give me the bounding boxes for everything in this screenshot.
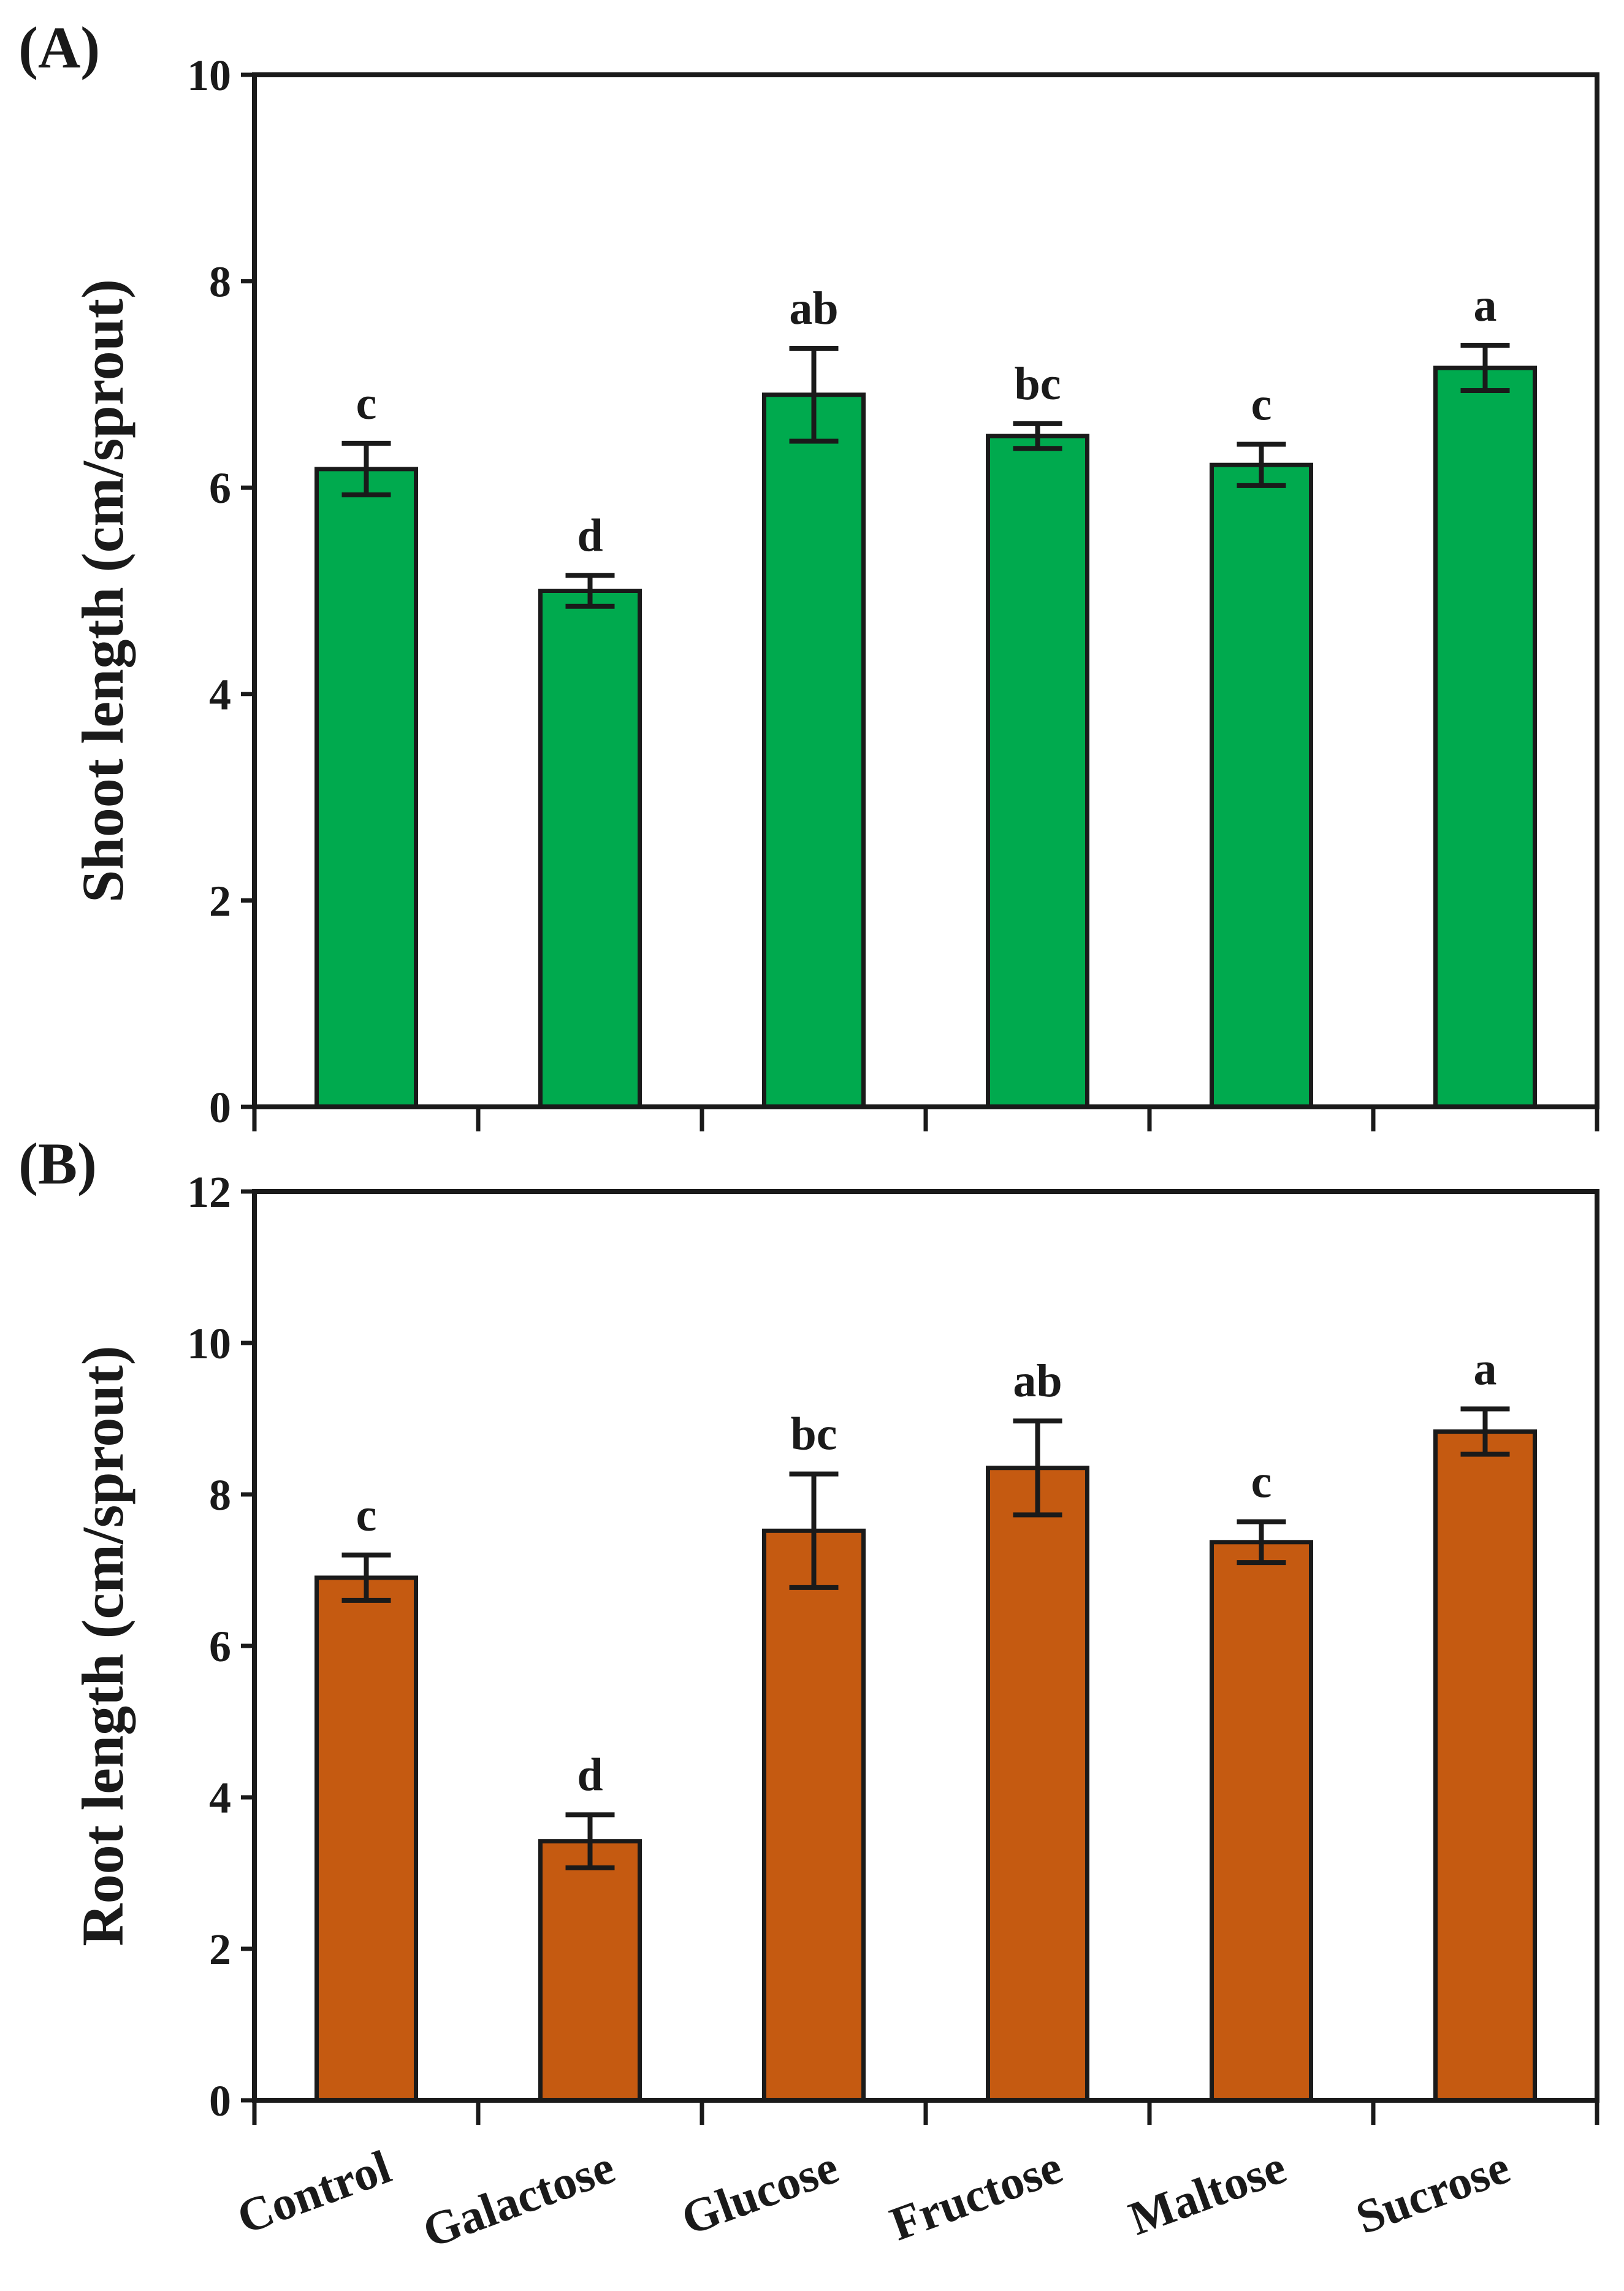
error-bar [1460, 1406, 1510, 1457]
error-bar [789, 345, 839, 444]
error-bar [1237, 1519, 1286, 1566]
y-tick-label: 0 [209, 2076, 231, 2125]
significance-label: a [1474, 1343, 1497, 1394]
significance-label: a [1474, 280, 1497, 331]
significance-label: ab [789, 283, 838, 334]
error-bar [1013, 1418, 1062, 1518]
significance-label: ab [1013, 1355, 1062, 1407]
error-bar [341, 1552, 391, 1603]
significance-label: d [577, 510, 603, 561]
root-length-panel: (B) Root length (cm/sprout) 0 2 4 6 8 10 12 c Cont… [18, 1131, 1599, 2258]
bar-sucrose [1433, 1429, 1537, 2103]
bar-glucose [762, 1528, 866, 2103]
significance-label: c [1251, 1456, 1272, 1507]
significance-label: d [577, 1749, 603, 1800]
bar-galactose [538, 1839, 642, 2103]
y-tick-label: 10 [187, 51, 231, 100]
bar-galactose [538, 589, 642, 1109]
error-bar [341, 440, 391, 497]
plot-frame [252, 72, 1599, 1109]
error-bar [565, 573, 615, 609]
y-tick-label: 2 [209, 1925, 231, 1974]
y-tick-label: 6 [209, 464, 231, 513]
category-label: Control [231, 2140, 398, 2244]
y-tick-label: 10 [187, 1319, 231, 1368]
category-label: Galactose [416, 2140, 621, 2258]
significance-label: bc [1015, 358, 1061, 410]
bar-fructose [986, 434, 1089, 1109]
y-tick-label: 4 [209, 1773, 231, 1822]
bar-control [315, 467, 418, 1109]
plot-frame [252, 1189, 1599, 2103]
y-tick-label: 4 [209, 670, 231, 719]
category-label: Fructose [883, 2140, 1069, 2251]
panel-label: (B) [18, 1131, 97, 1196]
category-label: Sucrose [1349, 2140, 1517, 2244]
y-tick-label: 8 [209, 1471, 231, 1520]
error-bar [565, 1812, 615, 1870]
bar-glucose [762, 392, 866, 1109]
y-axis-title: Root length (cm/sprout) [70, 1345, 135, 1946]
y-tick-label: 0 [209, 1083, 231, 1132]
y-tick-label: 8 [209, 258, 231, 307]
error-bar [1460, 342, 1510, 393]
error-bar [1013, 421, 1062, 451]
shoot-length-panel: (A) Shoot length (cm/sprout) 0 2 4 6 8 10 c d ab bc… [18, 15, 1599, 1132]
significance-label: c [356, 1490, 377, 1541]
bar-control [315, 1575, 418, 2103]
bar-sucrose [1433, 365, 1537, 1109]
y-tick-label: 12 [187, 1168, 231, 1217]
significance-label: c [356, 378, 377, 429]
panel-label: (A) [18, 15, 100, 80]
bar-maltose [1210, 462, 1313, 1109]
significance-label: c [1251, 379, 1272, 430]
bar-fructose [986, 1466, 1089, 2103]
y-tick-label: 2 [209, 876, 231, 925]
significance-label: bc [791, 1409, 837, 1460]
error-bar [789, 1471, 839, 1590]
bar-maltose [1210, 1540, 1313, 2103]
error-bar [1237, 442, 1286, 488]
category-label: Glucose [674, 2140, 845, 2245]
category-label: Maltose [1122, 2140, 1292, 2245]
y-axis-title: Shoot length (cm/sprout) [70, 279, 135, 903]
y-tick-label: 6 [209, 1622, 231, 1671]
